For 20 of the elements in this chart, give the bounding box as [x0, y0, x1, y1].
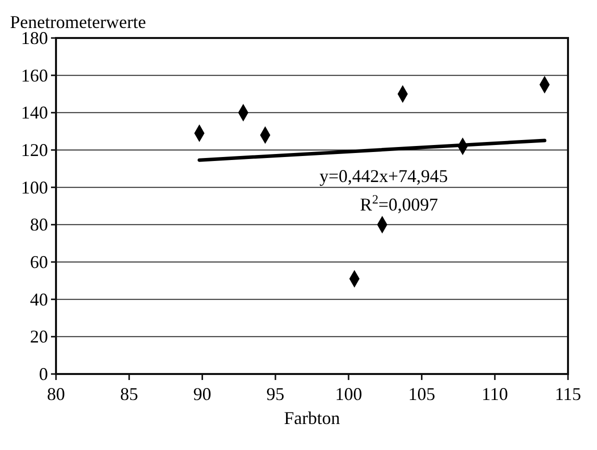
- x-tick-label: 90: [193, 384, 212, 404]
- x-tick-label: 85: [120, 384, 138, 404]
- y-tick-label: 40: [30, 289, 48, 310]
- y-tick-label: 140: [21, 102, 48, 123]
- x-tick-label: 115: [554, 384, 582, 404]
- y-tick-label: 120: [21, 140, 48, 160]
- y-tick-label: 100: [21, 177, 48, 198]
- x-tick-label: 95: [266, 384, 284, 404]
- annotation: y=0,442x+74,945: [320, 166, 448, 186]
- y-tick-label: 60: [30, 252, 48, 272]
- y-tick-label: 160: [21, 65, 48, 86]
- x-tick-label: 110: [482, 384, 508, 404]
- x-tick-label: 105: [408, 384, 436, 404]
- x-tick-label: 80: [47, 384, 65, 404]
- y-tick-label: 0: [39, 364, 48, 384]
- annotation: R$^{2}$=0,0097: [360, 192, 438, 214]
- y-tick-label: 80: [30, 214, 48, 235]
- x-tick-label: 100: [335, 384, 362, 404]
- y-tick-label: 20: [30, 326, 48, 347]
- x-axis-title: Farbton: [284, 408, 340, 428]
